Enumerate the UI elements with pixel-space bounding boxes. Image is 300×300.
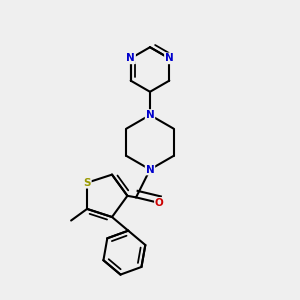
Text: N: N [146, 164, 154, 175]
Text: O: O [155, 198, 164, 208]
Text: S: S [83, 178, 91, 188]
Text: N: N [146, 110, 154, 120]
Text: N: N [126, 53, 135, 63]
Text: N: N [165, 53, 174, 63]
